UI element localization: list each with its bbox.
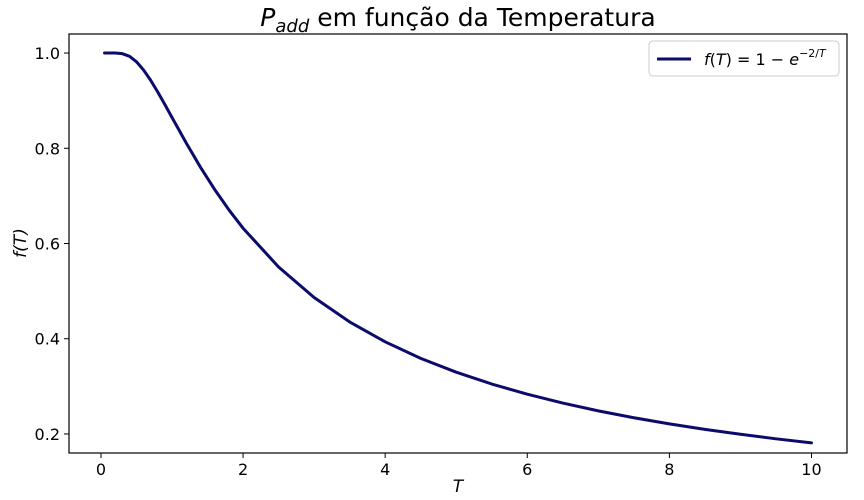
- legend-t: T: [716, 50, 727, 69]
- legend-exponent-t: T: [819, 47, 827, 60]
- legend-exponent: −2/: [799, 47, 819, 60]
- chart-title-rest: em função da Temperatura: [309, 3, 655, 32]
- x-tick-label: 10: [801, 460, 821, 479]
- series-line: [103, 51, 813, 445]
- y-tick-label: 1.0: [35, 44, 60, 63]
- x-tick-label: 2: [238, 460, 248, 479]
- x-tick-label: 6: [522, 460, 532, 479]
- legend-box: [648, 40, 840, 77]
- legend-e: e: [789, 50, 799, 69]
- x-axis-ticks: 0 2 4 6 8 10: [96, 453, 822, 479]
- y-tick-label: 0.4: [35, 330, 60, 349]
- legend: f(T) = 1 − e−2/T: [648, 40, 840, 77]
- y-axis-ticks: 0.2 0.4 0.6 0.8 1.0: [35, 44, 69, 444]
- y-tick-label: 0.2: [35, 425, 60, 444]
- x-tick-label: 0: [96, 460, 106, 479]
- chart-title-main: P: [260, 3, 276, 32]
- x-axis-label: T: [453, 477, 465, 497]
- chart-title: Padd em função da Temperatura: [260, 3, 655, 37]
- y-tick-label: 0.6: [35, 235, 60, 254]
- chart-title-subscript: add: [275, 16, 309, 37]
- plot-frame: [68, 33, 848, 454]
- x-tick-label: 8: [664, 460, 674, 479]
- y-tick-label: 0.8: [35, 139, 60, 158]
- legend-equation: ) = 1 −: [726, 50, 790, 69]
- legend-label: f(T) = 1 − e−2/T: [704, 47, 827, 69]
- y-axis-label: f(T): [11, 228, 31, 258]
- x-tick-label: 4: [380, 460, 390, 479]
- legend-f: f: [704, 50, 712, 69]
